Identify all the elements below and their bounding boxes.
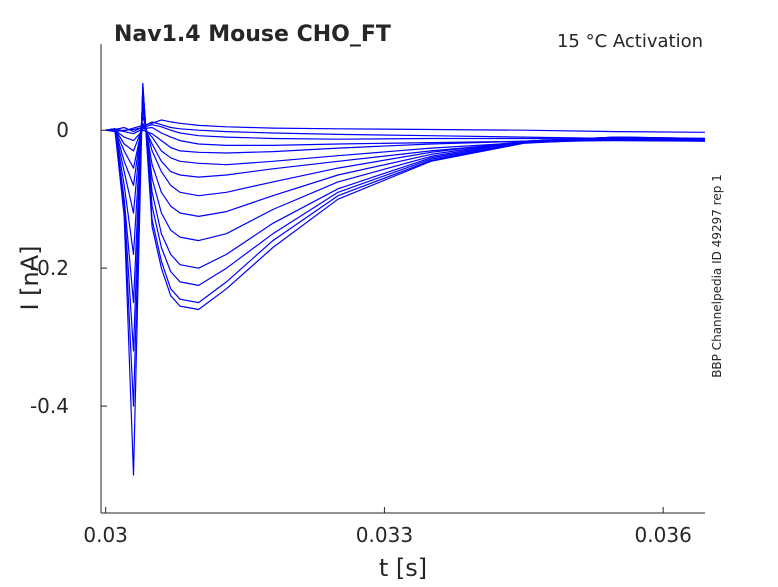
series-line-11 — [105, 95, 706, 304]
y-axis-label: I [nA] — [16, 245, 44, 310]
series-line-9 — [105, 108, 706, 217]
series-line-1 — [105, 119, 706, 133]
y-tick-label: 0 — [56, 118, 69, 142]
series-line-6 — [105, 126, 706, 166]
side-label: BBP Channelpedia ID 49297 rep 1 — [710, 174, 724, 378]
series-line-14 — [105, 82, 706, 476]
axes-layer — [100, 44, 705, 514]
series-line-12 — [105, 88, 706, 352]
chart-title: Nav1.4 Mouse CHO_FT — [114, 22, 391, 47]
series-line-13 — [105, 84, 706, 407]
ticks-layer: 0.03 0.033 0.036 0 -0.2 -0.4 — [30, 118, 692, 547]
series-line-3 — [105, 124, 706, 141]
series-line-4 — [105, 126, 706, 146]
series-layer — [105, 82, 706, 476]
x-tick-label: 0.03 — [83, 523, 128, 547]
x-tick-label: 0.033 — [356, 523, 413, 547]
x-axis-label: t [s] — [379, 554, 427, 582]
y-tick-label: -0.2 — [30, 256, 69, 280]
y-tick-label: -0.4 — [30, 394, 69, 418]
series-line-10 — [105, 101, 706, 255]
series-line-8 — [105, 115, 706, 197]
chart-subtitle: 15 °C Activation — [557, 31, 703, 52]
series-line-5 — [105, 129, 706, 154]
x-tick-label: 0.036 — [635, 523, 692, 547]
